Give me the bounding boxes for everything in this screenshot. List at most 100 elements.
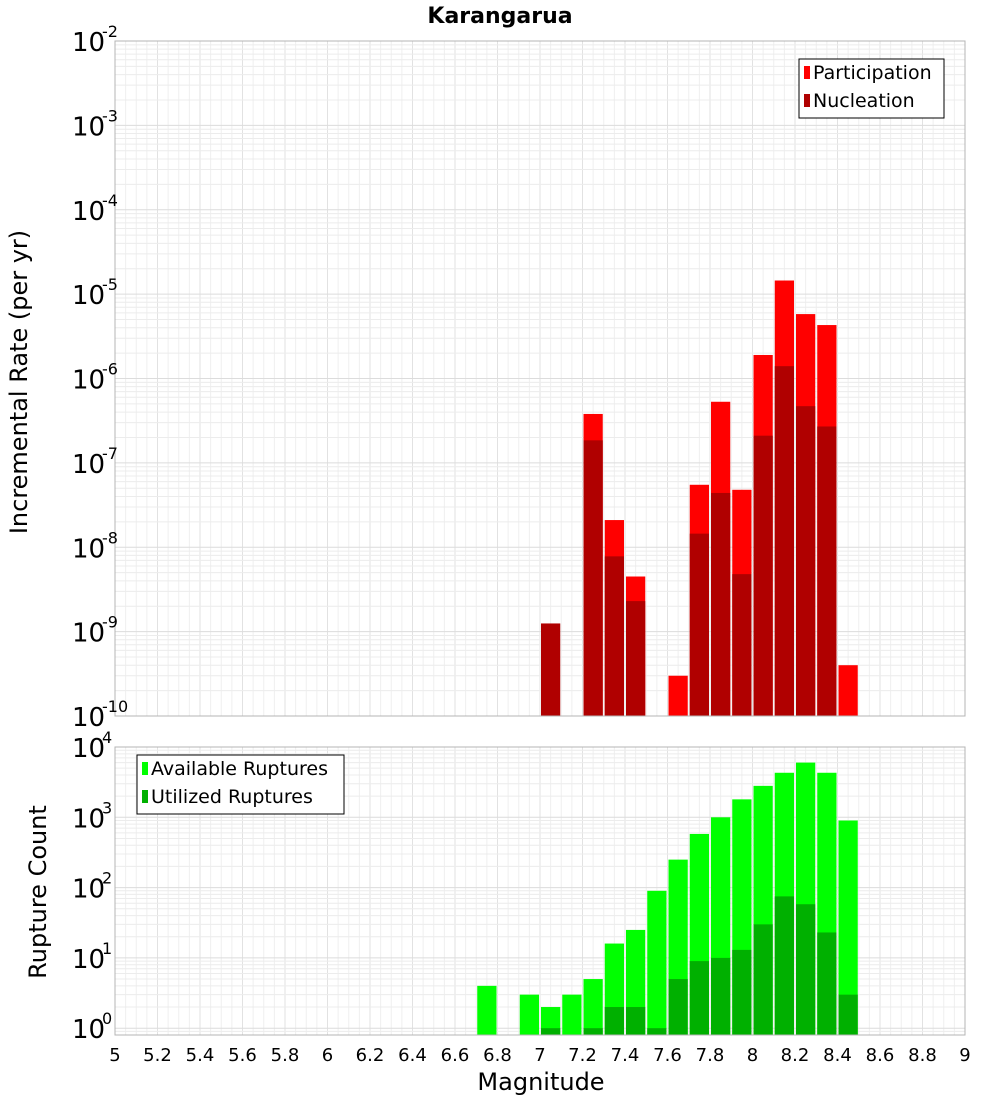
legend-swatch: [142, 762, 148, 775]
utilized-ruptures-bar: [583, 1028, 603, 1035]
top-y-axis-label: Incremental Rate (per yr): [5, 230, 33, 534]
x-tick-label: 6.2: [356, 1045, 385, 1066]
y-tick-label: 10: [72, 804, 105, 834]
utilized-ruptures-bar: [541, 1028, 561, 1035]
y-tick-label: 10: [72, 945, 105, 975]
bottom-bars: [477, 762, 858, 1035]
y-tick-label: 10: [72, 450, 105, 480]
x-tick-label: 5: [109, 1045, 120, 1066]
bottom-legend: Available Ruptures Utilized Ruptures: [136, 754, 345, 815]
y-tick-label: 10: [72, 875, 105, 905]
participation-bar: [668, 675, 688, 716]
y-tick-label: 10: [72, 1015, 105, 1045]
y-tick-exponent: -10: [102, 697, 128, 716]
top-plot-frame: [114, 40, 966, 717]
utilized-ruptures-bar: [711, 957, 731, 1035]
participation-bar: [838, 665, 858, 716]
nucleation-bar: [732, 574, 752, 716]
x-tick-label: 7: [534, 1045, 545, 1066]
nucleation-bar: [541, 623, 561, 716]
utilized-ruptures-bar: [626, 1007, 646, 1035]
y-tick-label: 10: [72, 366, 105, 396]
nucleation-bar: [626, 601, 646, 716]
y-tick-exponent: -2: [102, 22, 118, 41]
y-tick-exponent: 4: [102, 728, 112, 747]
legend-label: Nucleation: [813, 90, 915, 112]
x-tick-label: 6.4: [398, 1045, 427, 1066]
top-bars: [541, 280, 858, 716]
utilized-ruptures-bar: [647, 1028, 667, 1035]
y-tick-label: 10: [72, 197, 105, 227]
x-tick-labels: 5 5.2 5.4 5.6 5.8 6 6.2 6.4 6.6 6.8 7 7.2 7.4 7.6 7.8 8…: [109, 1045, 970, 1066]
x-tick-label: 9: [959, 1045, 970, 1066]
x-tick-label: 7.4: [611, 1045, 640, 1066]
y-tick-exponent: -9: [102, 613, 118, 632]
y-tick-label: 10: [72, 534, 105, 564]
utilized-ruptures-bar: [753, 924, 773, 1035]
x-tick-label: 8.6: [866, 1045, 895, 1066]
utilized-ruptures-bar: [774, 896, 794, 1035]
x-tick-label: 5.6: [228, 1045, 257, 1066]
utilized-ruptures-bar: [604, 1007, 624, 1035]
x-tick-label: 5.4: [186, 1045, 215, 1066]
y-tick-exponent: -3: [102, 106, 118, 125]
y-tick-label: 10: [72, 281, 105, 311]
nucleation-bar: [796, 406, 816, 716]
bottom-plot-frame: [114, 746, 966, 1036]
utilized-ruptures-bar: [668, 979, 688, 1035]
nucleation-bar: [753, 435, 773, 716]
x-tick-label: 8.4: [823, 1045, 852, 1066]
y-tick-exponent: -8: [102, 528, 118, 547]
x-tick-label: 8: [747, 1045, 758, 1066]
available-ruptures-bar: [562, 994, 582, 1035]
y-tick-exponent: -6: [102, 360, 118, 379]
y-tick-exponent: 3: [102, 798, 112, 817]
y-tick-exponent: 2: [102, 869, 112, 888]
utilized-ruptures-bar: [689, 961, 709, 1035]
x-tick-label: 6.6: [441, 1045, 470, 1066]
nucleation-bar: [711, 492, 731, 716]
x-tick-label: 6: [322, 1045, 333, 1066]
y-tick-exponent: -5: [102, 275, 118, 294]
available-ruptures-bar: [838, 820, 858, 1035]
x-tick-label: 8.8: [908, 1045, 937, 1066]
y-tick-exponent: 0: [102, 1009, 112, 1028]
x-tick-label: 5.2: [143, 1045, 172, 1066]
y-tick-label: 10: [72, 619, 105, 649]
utilized-ruptures-bar: [838, 994, 858, 1035]
nucleation-bar: [604, 556, 624, 716]
x-tick-label: 8.2: [781, 1045, 810, 1066]
nucleation-bar: [583, 440, 603, 716]
x-tick-label: 7.2: [568, 1045, 597, 1066]
legend-box: [136, 754, 345, 815]
utilized-ruptures-bar: [796, 904, 816, 1035]
y-tick-label: 10: [72, 703, 105, 733]
y-tick-exponent: 1: [102, 939, 112, 958]
x-tick-label: 7.6: [653, 1045, 682, 1066]
x-tick-label: 6.8: [483, 1045, 512, 1066]
legend-label: Available Ruptures: [151, 758, 328, 780]
available-ruptures-bar: [477, 985, 497, 1035]
y-tick-exponent: -4: [102, 191, 118, 210]
x-axis-label: Magnitude: [477, 1068, 604, 1096]
available-ruptures-bar: [541, 1007, 561, 1035]
bottom-y-axis-label: Rupture Count: [24, 805, 52, 979]
utilized-ruptures-bar: [732, 949, 752, 1035]
legend-swatch: [804, 66, 810, 79]
legend-label: Utilized Ruptures: [151, 786, 313, 808]
x-tick-label: 5.8: [271, 1045, 300, 1066]
top-panel: 10-1010-910-810-710-610-510-410-310-2Par…: [72, 22, 966, 733]
y-tick-label: 10: [72, 112, 105, 142]
legend-label: Participation: [813, 62, 932, 84]
x-tick-label: 7.8: [696, 1045, 725, 1066]
y-tick-label: 10: [72, 734, 105, 764]
legend-swatch: [804, 94, 810, 107]
top-grid: [114, 40, 966, 717]
available-ruptures-bar: [647, 890, 667, 1035]
nucleation-bar: [774, 366, 794, 716]
nucleation-bar: [689, 533, 709, 716]
